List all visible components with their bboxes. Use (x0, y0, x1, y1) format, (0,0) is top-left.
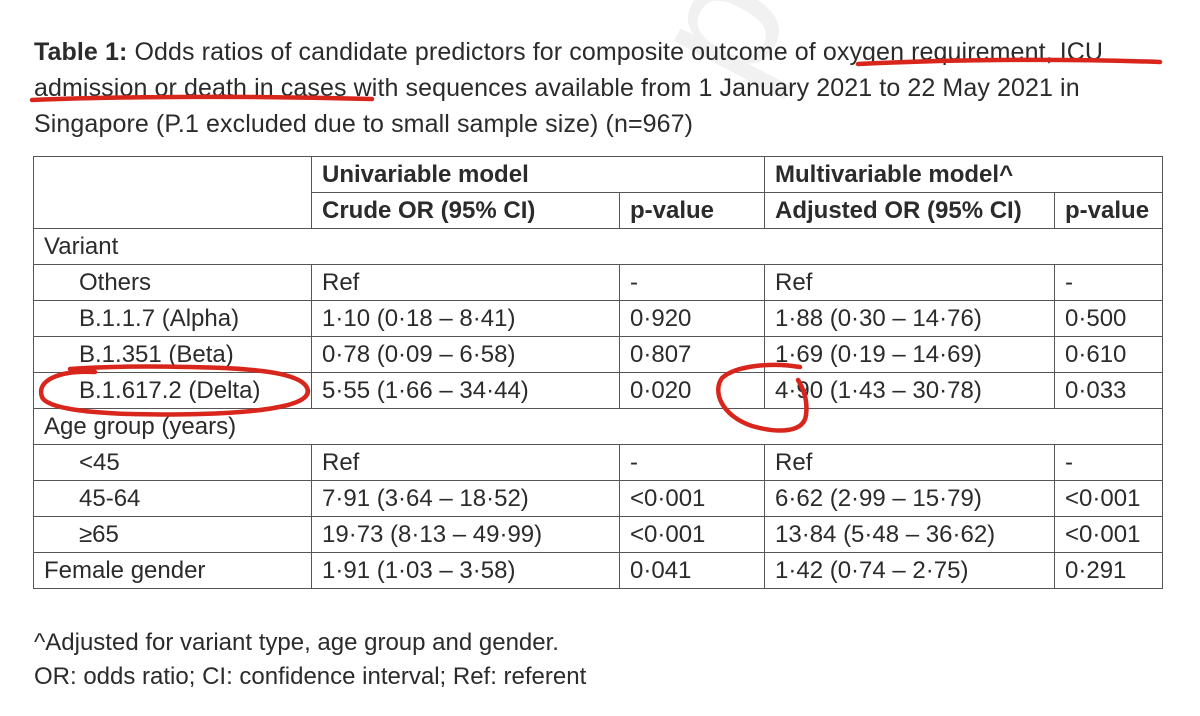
row-label: Others (33, 264, 312, 301)
pvalue-multivariable-cell: 0·610 (1054, 336, 1164, 373)
row-label: B.1.1.7 (Alpha) (33, 300, 312, 337)
pvalue-univariable-cell: - (618, 444, 766, 481)
crude-or-cell: 19·73 (8·13 – 49·99) (311, 516, 620, 553)
pvalue-univariable-cell: 0·920 (618, 300, 766, 337)
adjusted-or-cell: 1·42 (0·74 – 2·75) (764, 552, 1056, 589)
table-caption: Table 1: Odds ratios of candidate predic… (34, 34, 1184, 142)
pvalue-univariable-cell: 0·807 (618, 336, 766, 373)
header-adjusted-or: Adjusted OR (95% CI) (764, 192, 1056, 229)
pvalue-univariable-cell: <0·001 (618, 480, 766, 517)
adjusted-or-cell: 6·62 (2·99 – 15·79) (764, 480, 1056, 517)
odds-ratio-table: Univariable model Multivariable model^ C… (32, 156, 1164, 589)
crude-or-cell: 1·10 (0·18 – 8·41) (311, 300, 620, 337)
pvalue-univariable-cell: 0·020 (618, 372, 766, 409)
table-row: B.1.1.7 (Alpha) 1·10 (0·18 – 8·41) 0·920… (33, 300, 1164, 337)
pvalue-univariable-cell: <0·001 (618, 516, 766, 553)
pvalue-multivariable-cell: - (1054, 444, 1164, 481)
pvalue-multivariable-cell: <0·001 (1054, 516, 1164, 553)
adjusted-or-cell: 1·88 (0·30 – 14·76) (764, 300, 1056, 337)
footnote-adjusted: ^Adjusted for variant type, age group an… (34, 629, 559, 656)
header-empty-cell (33, 156, 312, 229)
crude-or-cell: 0·78 (0·09 – 6·58) (311, 336, 620, 373)
header-crude-or: Crude OR (95% CI) (311, 192, 620, 229)
crude-or-cell: Ref (311, 264, 620, 301)
caption-label: Table 1: (34, 38, 128, 66)
row-label: 45-64 (33, 480, 312, 517)
header-row-1: Univariable model Multivariable model^ (33, 156, 1164, 229)
header-univariable: Univariable model (310, 156, 766, 193)
adjusted-or-cell: Ref (764, 444, 1056, 481)
crude-or-cell: 5·55 (1·66 – 34·44) (311, 372, 620, 409)
table-row: Others Ref - Ref - (33, 264, 1164, 301)
adjusted-or-cell: 13·84 (5·48 – 36·62) (764, 516, 1056, 553)
pvalue-univariable-cell: - (618, 264, 766, 301)
table-row: ≥65 19·73 (8·13 – 49·99) <0·001 13·84 (5… (33, 516, 1164, 553)
adjusted-or-cell: Ref (764, 264, 1056, 301)
caption-text: Odds ratios of candidate predictors for … (34, 38, 1104, 138)
table-row: B.1.617.2 (Delta) 5·55 (1·66 – 34·44) 0·… (33, 372, 1164, 409)
table-row: <45 Ref - Ref - (33, 444, 1164, 481)
row-label: <45 (33, 444, 312, 481)
pvalue-univariable-cell: 0·041 (618, 552, 766, 589)
row-label: B.1.617.2 (Delta) (33, 372, 312, 409)
footnotes: ^Adjusted for variant type, age group an… (34, 626, 586, 694)
group-label: Variant (32, 228, 1164, 265)
table-row: 45-64 7·91 (3·64 – 18·52) <0·001 6·62 (2… (33, 480, 1164, 517)
row-label: Female gender (33, 552, 312, 589)
table-row: Female gender 1·91 (1·03 – 3·58) 0·041 1… (33, 552, 1164, 589)
crude-or-cell: Ref (311, 444, 620, 481)
pvalue-multivariable-cell: <0·001 (1054, 480, 1164, 517)
group-label: Age group (years) (32, 408, 1164, 445)
pvalue-multivariable-cell: - (1054, 264, 1164, 301)
row-label: ≥65 (33, 516, 312, 553)
header-pvalue-multivariable: p-value (1054, 192, 1164, 229)
crude-or-cell: 7·91 (3·64 – 18·52) (311, 480, 620, 517)
crude-or-cell: 1·91 (1·03 – 3·58) (311, 552, 620, 589)
pvalue-multivariable-cell: 0·500 (1054, 300, 1164, 337)
row-label: B.1.351 (Beta) (33, 336, 312, 373)
pvalue-multivariable-cell: 0·033 (1054, 372, 1164, 409)
adjusted-or-cell: 1·69 (0·19 – 14·69) (764, 336, 1056, 373)
footnote-abbreviations: OR: odds ratio; CI: confidence interval;… (34, 663, 587, 690)
adjusted-or-cell: 4·90 (1·43 – 30·78) (764, 372, 1056, 409)
table-row: B.1.351 (Beta) 0·78 (0·09 – 6·58) 0·807 … (33, 336, 1164, 373)
pvalue-multivariable-cell: 0·291 (1054, 552, 1164, 589)
group-row-age: Age group (years) (32, 408, 1164, 445)
header-pvalue-univariable: p-value (618, 192, 766, 229)
header-multivariable: Multivariable model^ (764, 156, 1164, 193)
group-row-variant: Variant (32, 228, 1164, 265)
